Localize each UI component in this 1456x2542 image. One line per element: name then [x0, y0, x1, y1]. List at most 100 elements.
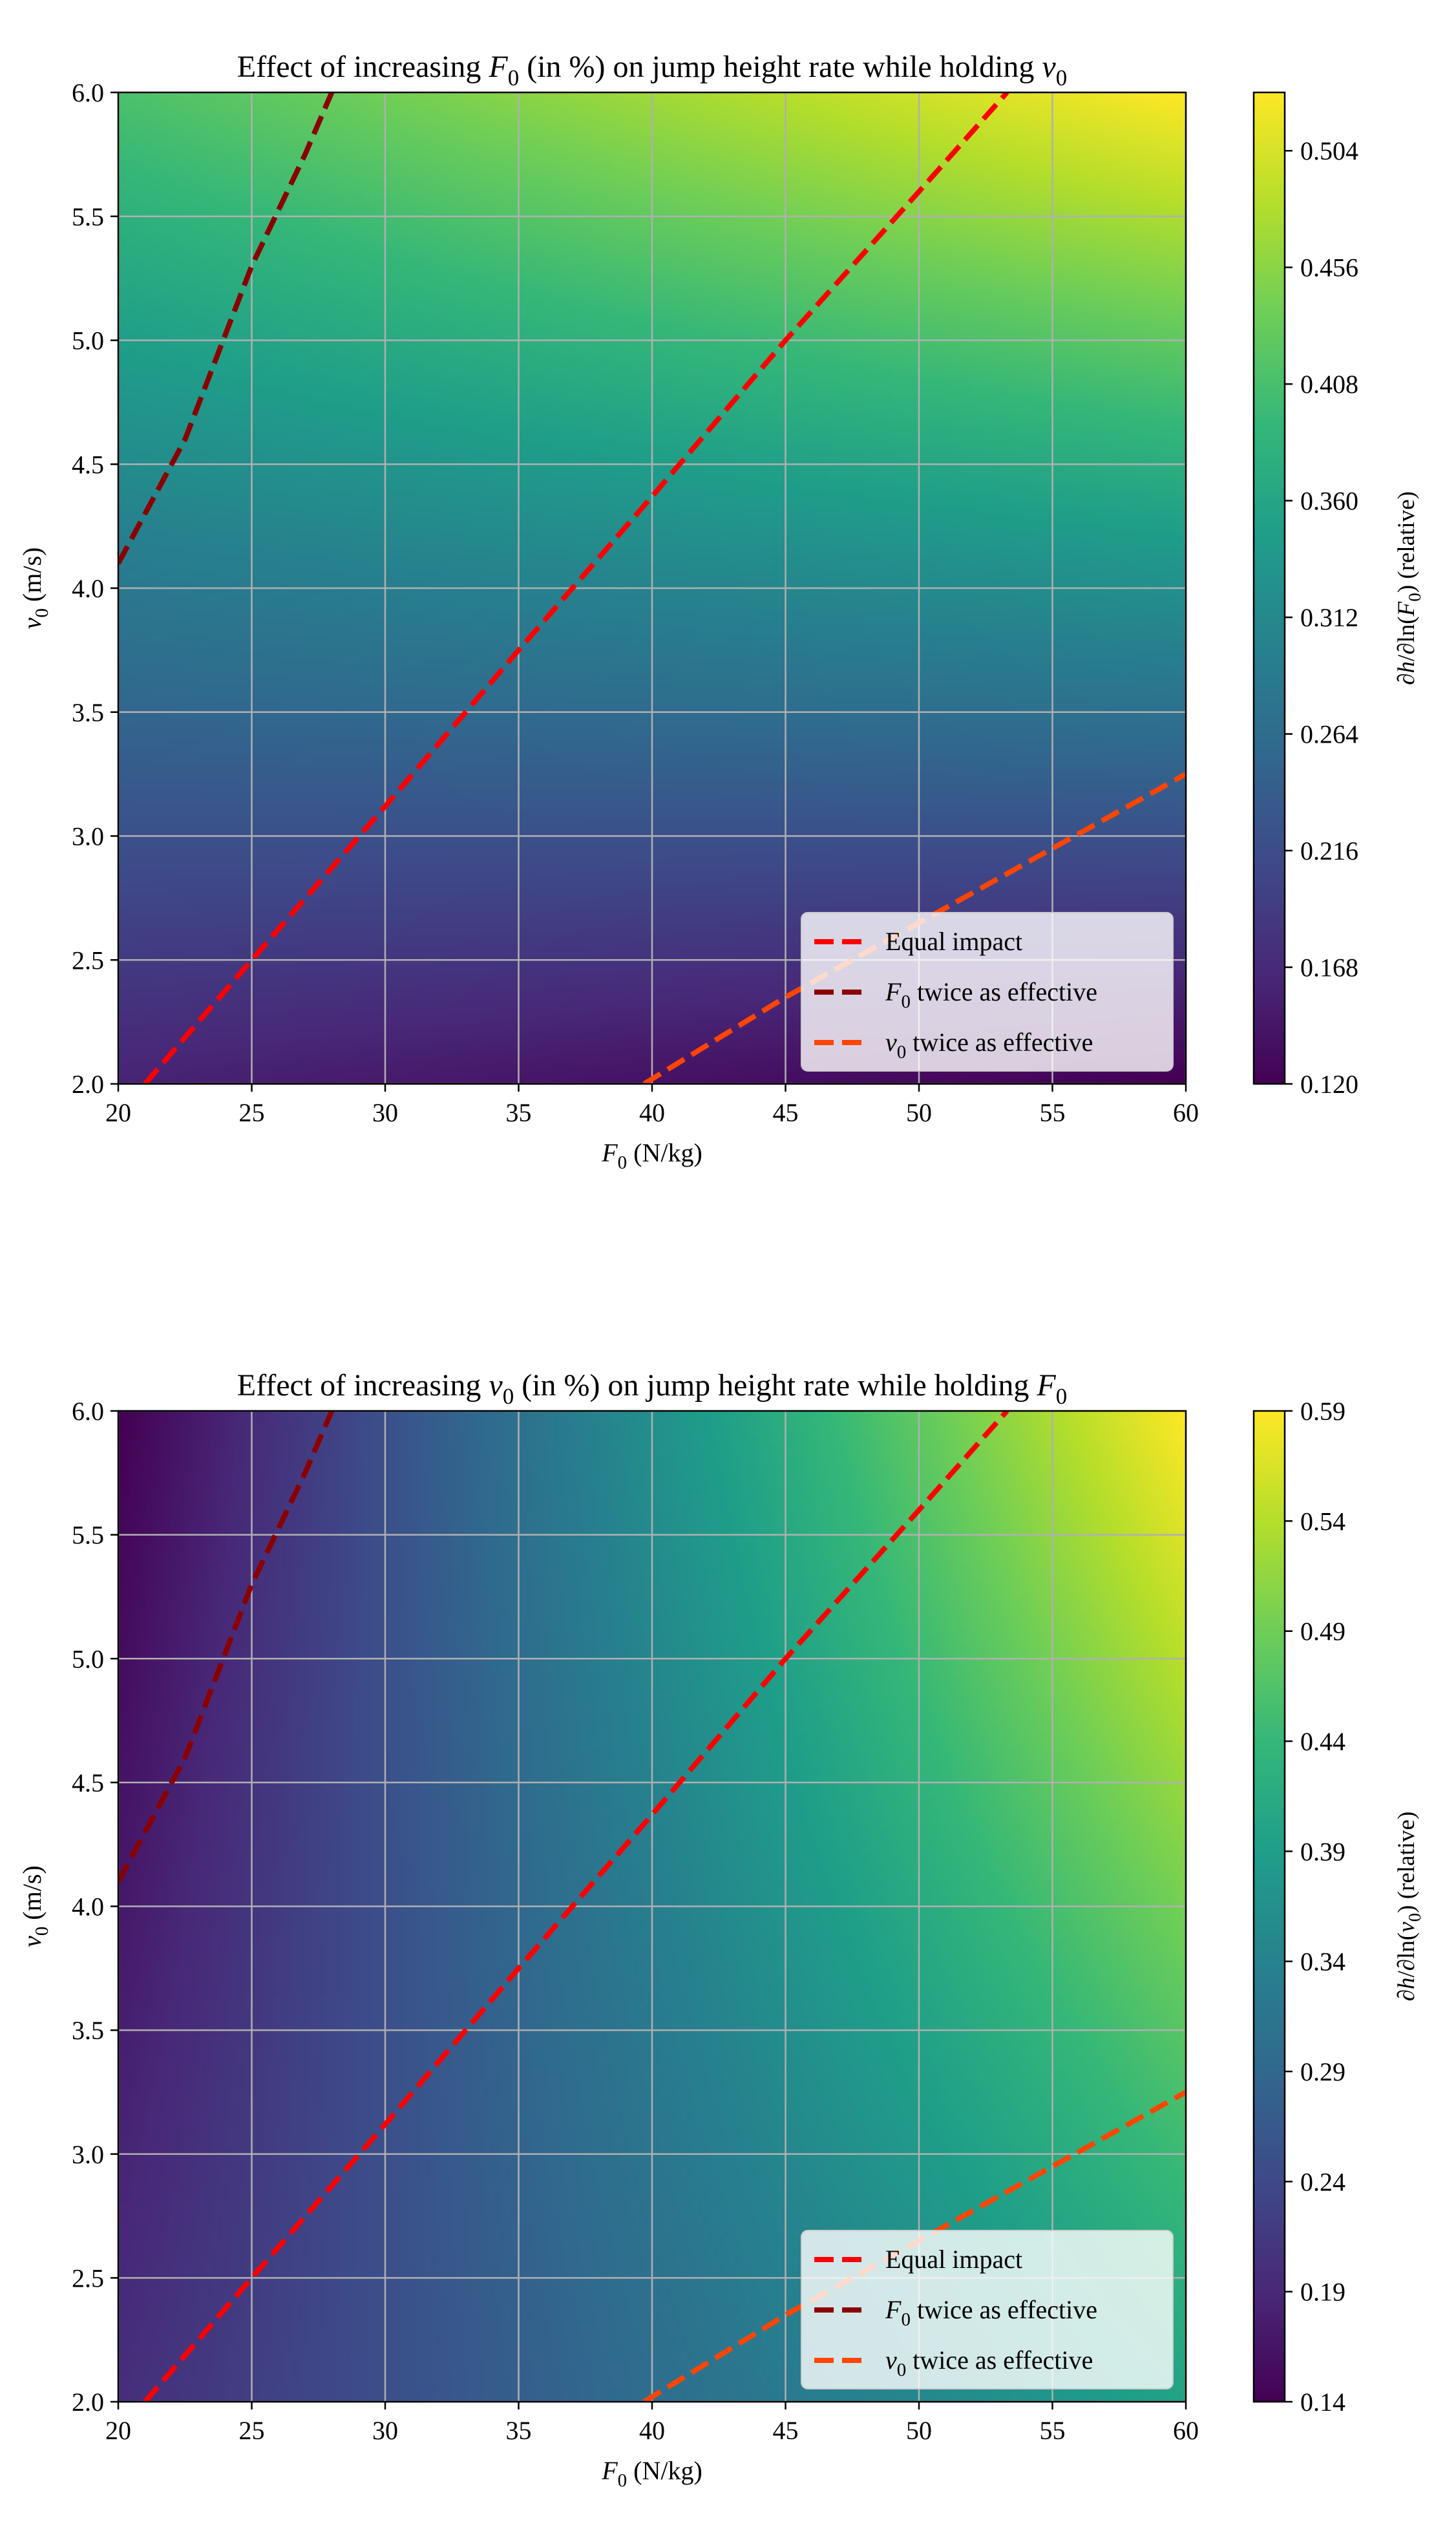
subscript: 0	[901, 991, 911, 1012]
subscript: 0	[897, 1042, 907, 1063]
italic-symbol: v	[17, 1936, 47, 1947]
colorbar-tick-label: 0.408	[1300, 370, 1358, 399]
text-run: (m/s)	[17, 1865, 47, 1926]
colorbar-tick-label: 0.44	[1300, 1727, 1345, 1756]
y-tick-label: 3.5	[72, 698, 104, 727]
chart-title: Effect of increasing F0 (in %) on jump h…	[237, 50, 1067, 90]
colorbar	[1252, 1410, 1286, 2403]
colorbar-tick-label: 0.312	[1300, 603, 1358, 632]
x-tick-label: 40	[639, 2416, 665, 2445]
subscript: 0	[1405, 1913, 1424, 1922]
text-run: ∂	[1393, 673, 1420, 685]
y-tick-label: 4.0	[72, 1892, 104, 1922]
colorbar-tick-label: 0.264	[1300, 720, 1358, 749]
y-tick-label: 5.0	[72, 326, 104, 355]
y-tick-label: 4.0	[72, 574, 104, 603]
x-tick-label: 35	[506, 1098, 532, 1127]
subscript: 0	[1405, 593, 1424, 602]
series-line-1	[143, 1411, 1009, 2402]
colorbar-tick-label: 0.54	[1300, 1507, 1345, 1536]
italic-symbol: v	[1042, 50, 1056, 84]
legend-label: v0 twice as effective	[885, 1028, 1093, 1063]
y-tick-label: 4.5	[72, 450, 104, 479]
italic-symbol: F	[601, 2456, 618, 2485]
series-line-2	[118, 92, 335, 565]
colorbar-tick-label: 0.19	[1300, 2278, 1345, 2307]
legend-box	[801, 912, 1174, 1072]
text-run: Equal impact	[885, 2245, 1022, 2274]
y-tick-label: 6.0	[72, 78, 104, 107]
y-tick-label: 2.0	[72, 1070, 104, 1099]
italic-symbol: F	[1036, 1368, 1056, 1403]
x-tick-label: 55	[1040, 1098, 1066, 1127]
subscript: 0	[901, 2309, 911, 2330]
colorbar-tick-label: 0.24	[1300, 2167, 1345, 2196]
subscript: 0	[897, 2360, 907, 2380]
text-run: ) (relative)	[1393, 1812, 1420, 1913]
subscript: 0	[32, 1927, 52, 1936]
text-run: Effect of increasing	[237, 1368, 489, 1403]
x-tick-label: 35	[506, 2416, 532, 2445]
y-tick-label: 3.0	[72, 2140, 104, 2169]
subscript: 0	[1056, 1384, 1068, 1409]
italic-symbol: v	[885, 1028, 897, 1057]
x-tick-label: 20	[105, 1098, 131, 1127]
x-tick-label: 30	[372, 1098, 398, 1127]
legend-box	[801, 2230, 1174, 2389]
text-run: (N/kg)	[627, 1138, 702, 1167]
y-tick-label: 5.5	[72, 202, 104, 231]
legend-label: F0 twice as effective	[885, 2295, 1097, 2330]
italic-symbol: F	[1393, 601, 1420, 617]
x-tick-label: 60	[1173, 2416, 1199, 2445]
legend-label: v0 twice as effective	[885, 2346, 1093, 2380]
italic-symbol: F	[885, 977, 902, 1006]
y-tick-label: 2.0	[72, 2388, 104, 2417]
subscript: 0	[32, 608, 52, 618]
x-tick-label: 50	[906, 2416, 932, 2445]
italic-symbol: h	[1393, 1977, 1420, 1989]
colorbar-tick-label: 0.504	[1300, 136, 1358, 165]
colorbar-tick-label: 0.29	[1300, 2057, 1345, 2086]
colorbar-label: ∂h/∂ln(v0) (relative)	[1393, 1812, 1424, 2002]
subscript: 0	[508, 65, 520, 90]
colorbar-tick-label: 0.34	[1300, 1947, 1345, 1976]
italic-symbol: v	[1393, 1922, 1420, 1933]
italic-symbol: F	[601, 1138, 618, 1167]
italic-symbol: v	[885, 2346, 897, 2375]
y-tick-label: 3.5	[72, 2016, 104, 2045]
italic-symbol: v	[17, 617, 47, 629]
x-tick-label: 25	[239, 2416, 265, 2445]
text-run: twice as effective	[906, 2346, 1093, 2375]
x-tick-label: 30	[372, 2416, 398, 2445]
text-run: /∂ln(	[1393, 616, 1420, 661]
y-tick-label: 5.5	[72, 1521, 104, 1550]
y-tick-label: 2.5	[72, 946, 104, 975]
subscript: 0	[503, 1384, 514, 1409]
y-tick-label: 6.0	[72, 1397, 104, 1426]
legend: Equal impact F0 twice as effective v0 twic…	[801, 2230, 1174, 2389]
x-tick-label: 55	[1040, 2416, 1066, 2445]
y-tick-label: 3.0	[72, 822, 104, 851]
chart-panel-1: 20 25 30 35 40 45 50 55 60 2.0 2.5 3.0 3.5 4.0 4.5 5.0 5…	[17, 50, 1424, 1173]
legend-label: Equal impact	[885, 2245, 1022, 2274]
x-tick-label: 20	[105, 2416, 131, 2445]
italic-symbol: h	[1393, 661, 1420, 673]
subscript: 0	[618, 2470, 628, 2491]
italic-symbol: F	[488, 50, 508, 84]
subscript: 0	[618, 1152, 628, 1173]
text-run: ) (relative)	[1393, 491, 1420, 593]
x-axis-label: F0 (N/kg)	[601, 2456, 702, 2491]
x-tick-label: 40	[639, 1098, 665, 1127]
colorbar-label: ∂h/∂ln(F0) (relative)	[1393, 491, 1424, 685]
text-run: (in %) on jump height rate while holding	[514, 1368, 1037, 1403]
colorbar-tick-label: 0.59	[1300, 1397, 1345, 1426]
y-tick-label: 2.5	[72, 2263, 104, 2293]
subscript: 0	[1056, 65, 1068, 90]
colorbar	[1252, 91, 1286, 1085]
colorbar-tick-label: 0.360	[1300, 487, 1358, 516]
colorbar-tick-label: 0.120	[1300, 1070, 1358, 1099]
x-tick-label: 25	[239, 1098, 265, 1127]
